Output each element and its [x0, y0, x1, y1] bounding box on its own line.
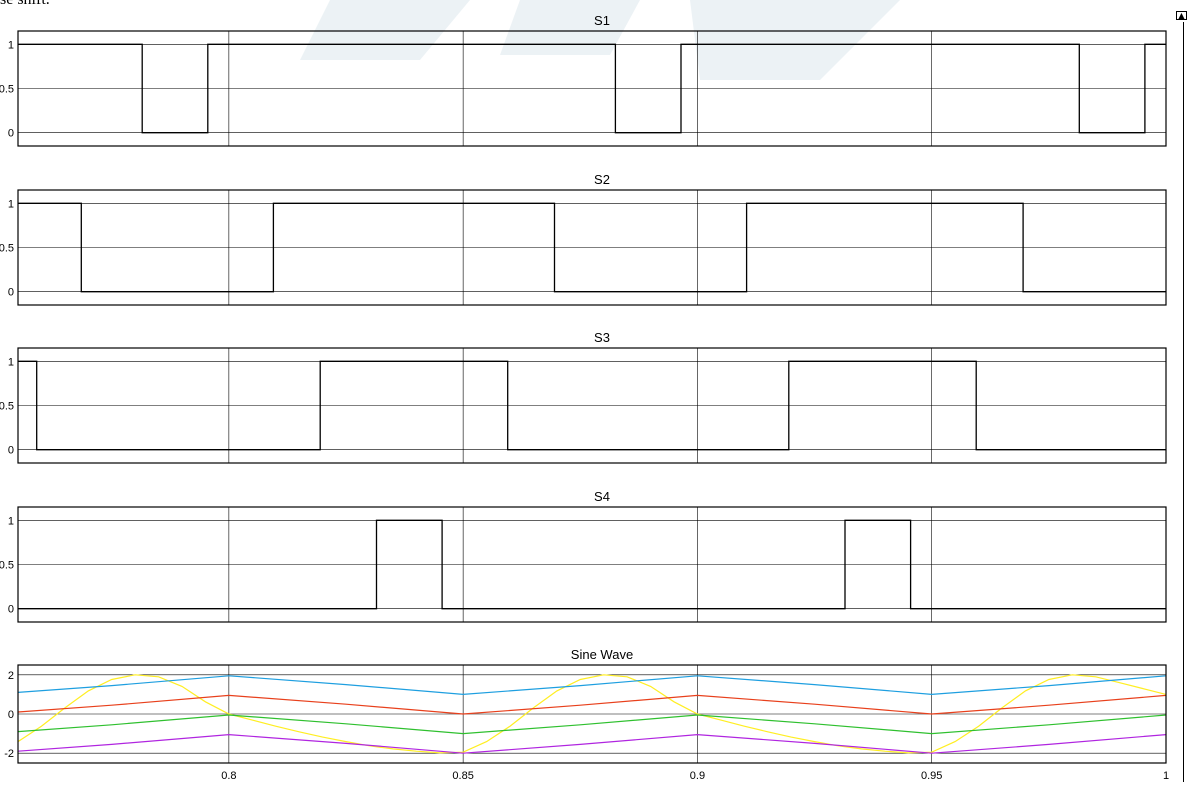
scope-panel-1: S1 0 0.5 1	[0, 13, 1167, 147]
panel-frame	[17, 347, 1167, 464]
x-tick-label: 0.85	[452, 770, 473, 782]
series-line-1	[18, 360, 1166, 451]
y-tick-label: 1	[8, 356, 14, 368]
series-line-3	[17, 694, 1167, 715]
series-line-1	[18, 202, 1166, 293]
series-line-1	[18, 519, 1166, 610]
y-tick-label: 0	[8, 604, 14, 616]
series-line-1	[18, 43, 1166, 134]
y-tick-label: 1	[8, 515, 14, 527]
series-line-4	[17, 714, 1167, 735]
y-tick-label: 0	[8, 287, 14, 299]
x-tick-label: 0.9	[690, 770, 705, 782]
panel-frame	[17, 30, 1167, 147]
panel-title: S3	[594, 330, 610, 345]
scrollbar-track[interactable]	[1183, 22, 1184, 782]
y-tick-label: 0	[8, 709, 14, 721]
panel-title: S2	[594, 172, 610, 187]
y-tick-label: 0	[8, 445, 14, 457]
y-tick-label: 0.5	[0, 560, 14, 572]
scope-panel-5: Sine Wave -2 0 2 0.8 0.85 0.9 0.95 1	[4, 647, 1169, 782]
y-tick-label: 0.5	[0, 401, 14, 413]
panel-title: Sine Wave	[571, 647, 633, 662]
y-tick-label: 1	[8, 39, 14, 51]
series-line-5	[17, 733, 1167, 754]
x-tick-label: 0.95	[921, 770, 942, 782]
series-line-2	[17, 675, 1167, 696]
collapse-panel-button[interactable]: ▲	[1176, 11, 1187, 20]
panel-title: S1	[594, 13, 610, 28]
series-line-1	[17, 674, 1167, 754]
scope-panel-3: S3 0 0.5 1	[0, 330, 1167, 464]
panel-frame	[17, 506, 1167, 623]
x-tick-label: 0.8	[221, 770, 236, 782]
y-tick-label: 1	[8, 198, 14, 210]
scope-panel-4: S4 0 0.5 1	[0, 489, 1167, 623]
panel-frame	[17, 664, 1167, 764]
scope-panel-2: S2 0 0.5 1	[0, 172, 1167, 306]
page-caption: se shift.	[0, 0, 50, 9]
panel-collapse-icon: ▲	[1178, 11, 1185, 20]
y-tick-label: 0.5	[0, 243, 14, 255]
panel-title: S4	[594, 489, 610, 504]
x-tick-label: 1	[1163, 770, 1169, 782]
y-tick-label: 0.5	[0, 84, 14, 96]
y-tick-label: 0	[8, 128, 14, 140]
y-tick-label: -2	[4, 748, 14, 760]
panel-frame	[17, 189, 1167, 306]
y-tick-label: 2	[8, 670, 14, 682]
